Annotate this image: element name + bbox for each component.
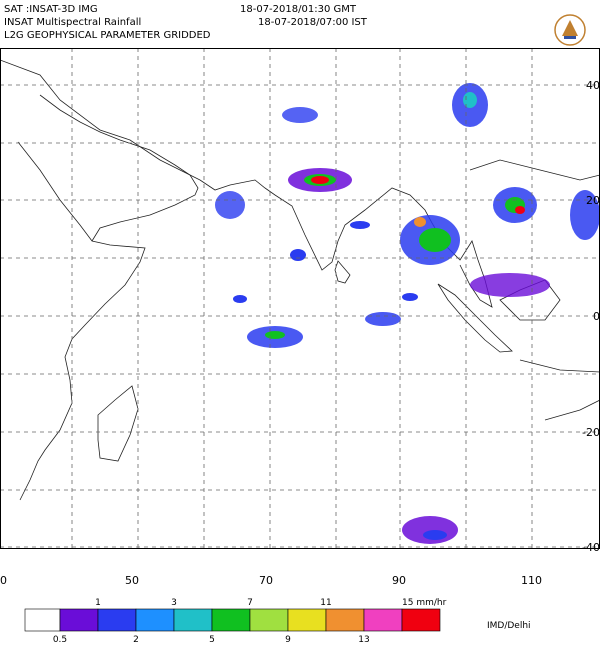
colorbar-box — [363, 608, 403, 632]
colorbar-upper-label: 15 mm/hr — [402, 598, 447, 608]
lat-label: -20 — [582, 426, 600, 439]
colorbar-box — [287, 608, 327, 632]
lat-label: 20 — [586, 194, 600, 207]
colorbar-box — [325, 608, 365, 632]
colorbar-box — [211, 608, 251, 632]
lon-label: 90 — [392, 574, 406, 587]
colorbar-box — [135, 608, 175, 632]
rain-areas — [215, 83, 600, 544]
colorbar-lower-label: 2 — [133, 635, 139, 645]
map-area — [0, 48, 600, 548]
lat-label: 40 — [586, 79, 600, 92]
credit: IMD/Delhi — [487, 621, 531, 631]
colorbar-box — [59, 608, 99, 632]
colorbar-upper-label: 1 — [95, 598, 101, 608]
product-label: INSAT Multispectral Rainfall — [4, 17, 141, 28]
time-ist: 18-07-2018/07:00 IST — [258, 17, 368, 28]
colorbar-lower-label: 13 — [358, 635, 369, 645]
colorbar-lower-label: 0.5 — [53, 635, 67, 645]
colorbar-lower-label: 5 — [209, 635, 215, 645]
lat-label: -40 — [582, 541, 600, 554]
colorbar-box — [249, 608, 289, 632]
lon-label: 70 — [259, 574, 273, 587]
colorbar-upper-label: 11 — [320, 598, 331, 608]
colorbar-box — [401, 608, 441, 632]
colorbar-box — [24, 608, 61, 632]
colorbar-box — [173, 608, 213, 632]
logo — [554, 14, 586, 46]
level-label: L2G GEOPHYSICAL PARAMETER GRIDDED — [4, 30, 211, 41]
coastlines — [0, 59, 600, 501]
time-gmt: 18-07-2018/01:30 GMT — [240, 4, 357, 15]
lon-label: 0 — [0, 574, 7, 587]
colorbar-upper-label: 7 — [247, 598, 253, 608]
lon-label: 50 — [125, 574, 139, 587]
graticule — [0, 48, 600, 548]
lat-label: 0 — [593, 310, 600, 323]
colorbar-upper-label: 3 — [171, 598, 177, 608]
colorbar: 0.5 2 5 9 131 3 7 11 15 mm/hr — [24, 598, 447, 645]
colorbar-box — [97, 608, 137, 632]
colorbar-lower-label: 9 — [285, 635, 291, 645]
satellite-label: SAT :INSAT-3D IMG — [4, 4, 98, 15]
lon-label: 110 — [521, 574, 542, 587]
